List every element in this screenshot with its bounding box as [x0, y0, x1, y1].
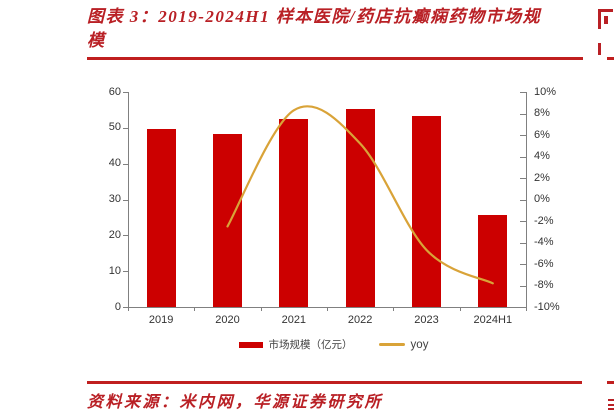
- x-axis-tick: [327, 307, 328, 311]
- x-axis-category-label: 2023: [414, 314, 439, 326]
- right-axis-tick: [520, 178, 526, 179]
- source-note: 资料来源：米内网，华源证券研究所: [87, 394, 384, 411]
- x-axis-tick: [194, 307, 196, 311]
- legend-line-label: yoy: [410, 338, 429, 351]
- left-axis-tick: [123, 127, 128, 129]
- bar-2024H1: [478, 215, 508, 307]
- footer-rule: [87, 381, 582, 384]
- bar-2019: [146, 128, 176, 307]
- right-axis-tick: [520, 113, 526, 115]
- bar-2023: [412, 116, 441, 307]
- right-axis-tick: [520, 92, 526, 93]
- right-axis-tick-label: -2%: [534, 214, 554, 227]
- bar-2022: [345, 108, 375, 307]
- left-axis-tick: [123, 271, 128, 273]
- x-axis-category-label: 2024H1: [473, 314, 513, 326]
- left-axis-tick-label: 50: [108, 121, 121, 134]
- right-axis-tick-label: -10%: [534, 300, 560, 313]
- chart-title-line1: 图表 3：2019-2024H1 样本医院/药店抗癫痫药物市场规: [87, 7, 542, 26]
- left-axis-tick-label: 40: [108, 157, 121, 170]
- right-axis-tick: [520, 221, 526, 222]
- right-axis-tick: [520, 199, 526, 201]
- left-axis-tick: [123, 92, 128, 93]
- right-axis-tick: [520, 242, 526, 244]
- right-axis-tick: [520, 135, 526, 136]
- x-axis-tick: [260, 307, 262, 311]
- x-axis-tick: [393, 307, 395, 311]
- right-axis-line: [526, 92, 527, 307]
- right-axis-tick-label: 4%: [534, 150, 550, 162]
- x-axis-tick: [526, 307, 527, 311]
- right-axis-tick-label: 0%: [534, 193, 550, 205]
- x-axis-tick: [459, 307, 461, 311]
- left-axis-tick-label: 20: [108, 228, 121, 241]
- x-axis-tick: [128, 307, 129, 311]
- right-axis-tick-label: 6%: [534, 128, 550, 141]
- right-axis-tick-label: 8%: [534, 107, 550, 119]
- bar-2021: [279, 118, 309, 307]
- left-axis-tick-label: 60: [108, 85, 121, 98]
- left-axis-tick: [123, 163, 128, 165]
- chart-legend: 市场规模（亿元） yoy: [97, 337, 570, 352]
- left-axis-tick-label: 30: [108, 193, 121, 205]
- right-axis-tick: [520, 307, 526, 308]
- left-axis-tick: [123, 199, 128, 201]
- right-axis-tick-label: -8%: [534, 279, 554, 291]
- x-axis-category-label: 2022: [347, 314, 373, 326]
- adjacent-chart-title-fragment: [598, 9, 613, 29]
- adjacent-chart-title-fragment-2: [598, 43, 601, 55]
- left-axis-tick-label: 10: [108, 264, 121, 277]
- right-axis-tick-label: -6%: [534, 257, 554, 270]
- adjacent-footer-rule-fragment: [607, 381, 614, 384]
- left-axis-tick: [123, 307, 128, 308]
- chart-panel: 60 50 40 30 20 10 0 10% 8% 6% 4% 2% 0% -2% -4% -6% -8% -1…: [97, 75, 570, 358]
- legend-line-swatch: [378, 343, 405, 346]
- legend-bar-swatch: [238, 341, 263, 348]
- x-axis-category-label: 2020: [215, 314, 240, 326]
- left-axis-line: [128, 92, 129, 307]
- right-axis-tick: [520, 156, 526, 158]
- right-axis-tick-label: -4%: [534, 236, 554, 248]
- right-axis-tick: [520, 285, 526, 287]
- bar-2020: [213, 133, 242, 307]
- chart-title-line2: 模: [87, 31, 106, 50]
- title-underline-rule: [87, 57, 583, 60]
- left-axis-tick-label: 0: [114, 300, 121, 313]
- chart-title: 图表 3：2019-2024H1 样本医院/药店抗癫痫药物市场规 模: [87, 5, 592, 53]
- right-axis-tick-label: 2%: [534, 171, 550, 184]
- adjacent-source-fragment: [608, 397, 614, 410]
- x-axis-category-label: 2019: [148, 314, 174, 326]
- adjacent-chart-rule-fragment: [607, 57, 614, 60]
- legend-bar-label: 市场规模（亿元）: [268, 340, 353, 351]
- right-axis-tick: [520, 264, 526, 265]
- left-axis-tick: [123, 235, 128, 237]
- right-axis-tick-label: 10%: [534, 85, 557, 98]
- x-axis-category-label: 2021: [281, 314, 307, 326]
